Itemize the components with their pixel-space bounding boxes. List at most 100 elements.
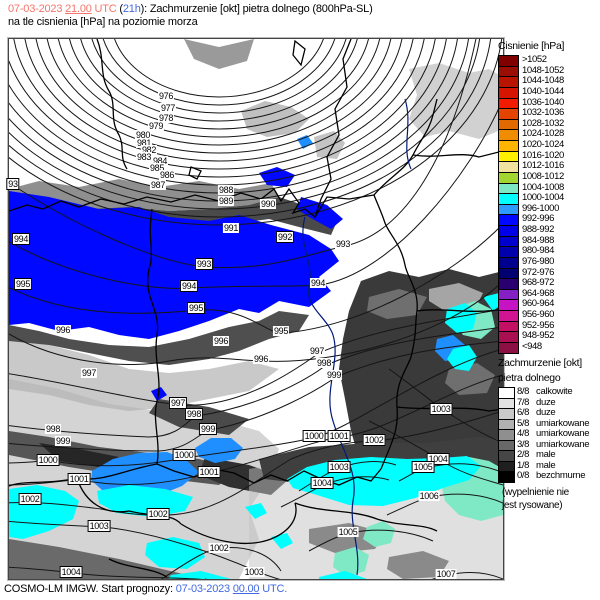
cloud-okta-value: 2/8 bbox=[517, 449, 530, 460]
isobar-label: 990 bbox=[259, 199, 277, 209]
cloud-legend-row: 0/8 bezchmurne bbox=[498, 470, 598, 483]
pressure-range-label: 1028-1032 bbox=[522, 117, 564, 129]
valid-time: 21.00 bbox=[65, 3, 92, 15]
isobar-label: 981 bbox=[135, 138, 153, 148]
pressure-range-label: 1012-1016 bbox=[522, 160, 564, 172]
isobar-label: 980 bbox=[134, 130, 152, 140]
isobar-label: 1005 bbox=[411, 461, 435, 473]
island bbox=[188, 166, 202, 180]
cloud-okta-name: calkowite bbox=[536, 386, 573, 397]
isobar-label: 1000 bbox=[172, 449, 196, 461]
isobar-label: 998 bbox=[315, 358, 333, 368]
run-time: 00.00 bbox=[232, 583, 260, 595]
pressure-range-label: 1016-1020 bbox=[522, 149, 564, 161]
isobar-label: 1001 bbox=[67, 473, 91, 485]
isobar-label: 979 bbox=[147, 121, 165, 131]
isobar-label: 1003 bbox=[429, 403, 453, 415]
isobar-label: 1007 bbox=[435, 569, 457, 579]
isobar-label: 1001 bbox=[327, 430, 351, 442]
isobar-label: 987 bbox=[149, 180, 167, 190]
isobar-label: 1003 bbox=[243, 567, 265, 577]
isobar-label: 996 bbox=[212, 336, 230, 346]
isobar-label: 993 bbox=[334, 239, 352, 249]
isobar-label: 999 bbox=[325, 370, 343, 380]
note-line1: (wypelnienie nie bbox=[502, 486, 569, 498]
pressure-legend-rows: >1052 1048-1052 1044-1048 1040-1044 1036-104… bbox=[498, 54, 598, 354]
cloud-legend-subtitle: pietra dolnego bbox=[498, 372, 561, 384]
pressure-range-label: >1052 bbox=[522, 54, 547, 65]
river-layer bbox=[302, 98, 412, 576]
cloud-okta-name: umiarkowane bbox=[536, 417, 590, 429]
pressure-range-label: 1044-1048 bbox=[522, 75, 564, 87]
pressure-range-label: 952-956 bbox=[522, 319, 555, 331]
isobar-label: 996 bbox=[54, 325, 72, 335]
cloud-okta-value: 4/8 bbox=[517, 428, 530, 439]
isobar-label: 994 bbox=[179, 280, 199, 292]
paren-open: ( bbox=[119, 3, 123, 15]
cloud-legend-row: 8/8 calkowite bbox=[498, 386, 598, 399]
pressure-range-label: 948-952 bbox=[522, 330, 555, 342]
pressure-legend: Cisnienie [hPa] >1052 1048-1052 1044-1048 1… bbox=[498, 40, 598, 354]
vistula-river bbox=[302, 216, 359, 576]
header-line2: na tle cisnienia [hPa] na poziomie morza bbox=[8, 16, 198, 28]
cloud-okta-name: bezchmurne bbox=[536, 470, 586, 481]
cloud-okta-name: umiarkowane bbox=[536, 428, 590, 439]
isobar-label: 995 bbox=[13, 278, 33, 290]
isobar-label: 1005 bbox=[337, 527, 359, 537]
border-layer bbox=[9, 39, 503, 579]
cloud-okta-value: 0/8 bbox=[517, 470, 530, 481]
isobar-label: 998 bbox=[44, 424, 62, 434]
isobar-label: 1001 bbox=[197, 466, 221, 478]
valid-date: 07-03-2023 bbox=[8, 3, 63, 15]
sweden-coast bbox=[96, 39, 128, 170]
cloud-legend: Zachmurzenie [okt] pietra dolnego 8/8 cal… bbox=[498, 357, 598, 512]
isobar-label: 978 bbox=[157, 113, 175, 123]
pressure-range-label: 1020-1024 bbox=[522, 139, 564, 150]
weather-map: 976 977 978 979 980 981 982 983 984 985 986 987 988 9… bbox=[6, 37, 505, 581]
pressure-range-label: 1036-1040 bbox=[522, 96, 564, 108]
isobar-label: 994 bbox=[309, 278, 327, 288]
isobar-label: 977 bbox=[159, 103, 177, 113]
cloud-legend-row: 2/8 male bbox=[498, 449, 598, 462]
cloud-okta-value: 8/8 bbox=[517, 386, 530, 397]
pressure-range-label: 1040-1044 bbox=[522, 85, 564, 97]
pressure-range-label: 1024-1028 bbox=[522, 128, 564, 140]
pressure-range-label: 968-972 bbox=[522, 277, 555, 289]
cloud-legend-row: 6/8 duze bbox=[498, 407, 598, 420]
run-date: 07-03-2023 bbox=[175, 583, 230, 595]
note-line2: jest rysowane) bbox=[502, 499, 563, 511]
paren-close: ) bbox=[140, 3, 145, 15]
isobar-label: 1003 bbox=[87, 520, 111, 532]
isobar-label: 994 bbox=[11, 233, 31, 245]
isobar-label: 995 bbox=[272, 326, 290, 336]
alps-border bbox=[108, 558, 168, 578]
cloud-legend-rows: 8/8 calkowite 7/8 duze 6/8 duze 5/8 umiarkowane… bbox=[498, 386, 598, 483]
pressure-range-label: 964-968 bbox=[522, 287, 555, 299]
isobar-label: 997 bbox=[168, 397, 188, 409]
pressure-range-label: 1000-1004 bbox=[522, 192, 564, 204]
isobar-label: 1002 bbox=[146, 508, 170, 520]
map-canvas bbox=[9, 39, 503, 579]
poland-west-border bbox=[147, 208, 160, 465]
isobar-label: 1006 bbox=[418, 491, 440, 501]
pressure-legend-row: <948 bbox=[498, 340, 598, 354]
cloud-okta-name: duze bbox=[536, 407, 556, 418]
pressure-range-label: 956-960 bbox=[522, 309, 555, 320]
isobar-label: 1002 bbox=[362, 434, 386, 446]
isobar-label: 1000 bbox=[36, 454, 60, 466]
header: 07-03-2023 21.00 UTC (21h): Zachmurzenie… bbox=[8, 3, 373, 29]
cloud-legend-row: 4/8 umiarkowane bbox=[498, 428, 598, 441]
pressure-range-label: 1008-1012 bbox=[522, 170, 564, 182]
isobar-label: 999 bbox=[54, 436, 72, 446]
isobar-label: 997 bbox=[308, 346, 326, 356]
cloud-okta-value: 3/8 bbox=[517, 438, 530, 450]
isobar-label: 996 bbox=[252, 354, 270, 364]
baltic-coastline bbox=[9, 39, 352, 219]
cloud-okta-value: 1/8 bbox=[517, 459, 530, 471]
map-title: : Zachmurzenie [okt] pietra dolnego (800… bbox=[144, 3, 373, 15]
pressure-range-label: <948 bbox=[522, 340, 542, 352]
pressure-range-label: 988-992 bbox=[522, 224, 555, 235]
lead-hour: 21h bbox=[122, 3, 141, 15]
pressure-legend-row: 1008-1012 bbox=[498, 170, 598, 184]
